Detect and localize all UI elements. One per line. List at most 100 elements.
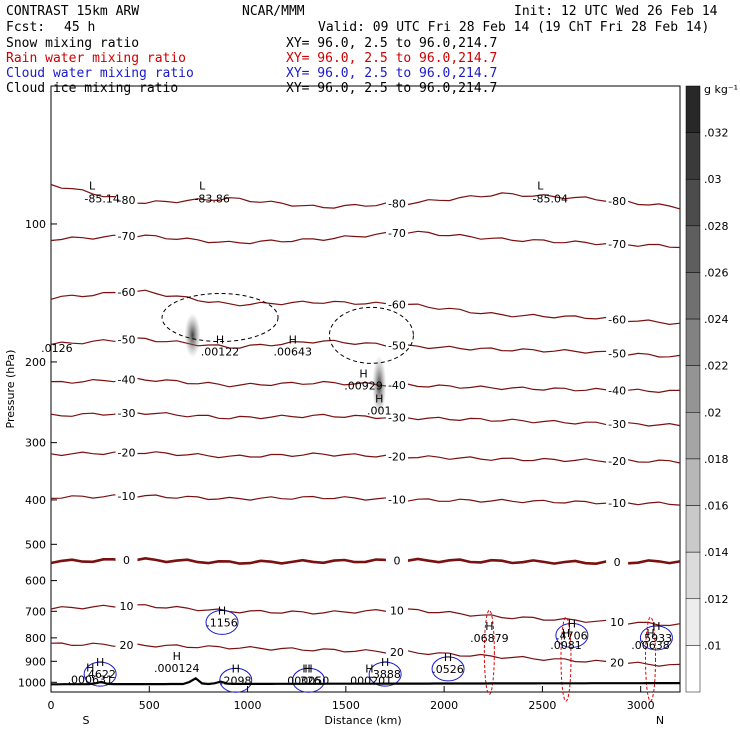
isotherm-label-bg — [606, 556, 629, 568]
isotherm-label-bg — [115, 446, 138, 458]
isotherm-label-bg — [385, 339, 408, 351]
rain-water-contour — [483, 609, 495, 695]
colorbar-label: .01 — [704, 639, 722, 652]
colorbar-label: .03 — [704, 173, 722, 186]
isotherm-label-bg — [606, 347, 629, 359]
cloud-water-contour — [431, 656, 465, 682]
x-tick-label: 2000 — [430, 699, 458, 712]
snow-max-label: .00122 — [201, 346, 240, 359]
isotherm-label-bg — [385, 378, 408, 390]
x-tick-label: 2500 — [528, 699, 556, 712]
isotherm-label-bg — [115, 333, 138, 345]
snow-max-label: .00929 — [344, 379, 383, 392]
cloud-water-contour — [219, 667, 253, 693]
cloudwater-max-label: .3888 — [369, 668, 401, 681]
isotherm-label: -30 — [117, 407, 135, 420]
isotherm-label-bg — [115, 599, 138, 611]
field-xy: XY= 96.0, 2.5 to 96.0,214.7 — [286, 51, 497, 66]
cloud-water-contour — [205, 609, 239, 635]
isotherm-label: -10 — [608, 497, 626, 510]
isotherm-label-bg — [606, 454, 629, 466]
snow-max-label-h: H — [375, 392, 383, 405]
field-legend: Snow mixing ratio XY= 96.0, 2.5 to 96.0,2… — [6, 36, 497, 96]
isotherm-label-bg — [606, 496, 629, 508]
extreme-label: -85.14 — [84, 193, 119, 206]
min-l-marker: L — [199, 180, 206, 193]
rain-max-label: .0081 — [550, 639, 582, 652]
y-axis-label: Pressure (hPa) — [4, 350, 17, 429]
snow-max-label-h: H — [289, 334, 297, 347]
isotherm-label-bg — [115, 407, 138, 419]
fcst-value: 45 h — [64, 20, 95, 35]
isotherm-label-bg — [385, 554, 408, 566]
colorbar-label: .024 — [704, 313, 729, 326]
cloud-water-contour — [555, 622, 589, 648]
y-tick-label: 400 — [25, 494, 46, 507]
isotherm-label-bg — [606, 195, 629, 207]
isotherm-label: -80 — [117, 194, 135, 207]
isotherm-line — [50, 230, 681, 249]
isotherm-label: -50 — [388, 340, 406, 353]
cloudwater-max-label: .0526 — [432, 663, 464, 676]
y-tick-label: 900 — [25, 655, 46, 668]
isotherm-line — [50, 411, 681, 427]
isotherm-line — [50, 494, 681, 506]
terrain-line — [51, 676, 680, 686]
rain-max-label: .000201 — [347, 674, 393, 687]
isotherm-label-bg — [385, 604, 408, 616]
isotherm-label: -10 — [388, 494, 406, 507]
cloudwater-max-label: .4622 — [84, 668, 116, 681]
colorbar-swatch — [685, 598, 701, 646]
colorbar-unit: g kg⁻¹ — [704, 83, 738, 96]
isotherm-label: 10 — [610, 616, 624, 629]
isotherm-label: -20 — [608, 455, 626, 468]
max-label-layer: H.00122H.00643H.00929H.001H.000631H.0001… — [41, 180, 672, 688]
isotherm-label-bg — [115, 490, 138, 502]
x-tick-label: 1000 — [234, 699, 262, 712]
colorbar-swatch — [685, 365, 701, 413]
y-tick-label: 300 — [25, 437, 46, 450]
isotherm-line — [50, 337, 681, 358]
cloudwater-max-label-h: H — [218, 604, 226, 617]
isotherm-line — [50, 556, 681, 566]
colorbar-swatch — [685, 412, 701, 460]
isotherm-label: -10 — [117, 490, 135, 503]
rain-max-label: .000050 — [284, 674, 330, 687]
isotherm-label: 0 — [614, 556, 621, 569]
isotherm-label-bg — [385, 411, 408, 423]
isotherm-label: -40 — [117, 374, 135, 387]
rain-max-label-h: H — [485, 620, 493, 633]
y-tick-label: 500 — [25, 538, 46, 551]
colorbar-label: .022 — [704, 360, 729, 373]
isotherm-label: 20 — [610, 657, 624, 670]
field-name: Cloud ice mixing ratio — [6, 81, 178, 96]
field-xy: XY= 96.0, 2.5 to 96.0,214.7 — [286, 36, 497, 51]
isotherm-line — [50, 377, 680, 394]
colorbar-swatch — [685, 551, 701, 600]
isotherm-label-bg — [385, 645, 408, 657]
isotherm-label: -70 — [608, 238, 626, 251]
colorbar-swatch — [685, 132, 701, 180]
x-tick-label: 0 — [48, 699, 55, 712]
isotherm-label: 0 — [393, 555, 400, 568]
isotherm-label: -20 — [117, 447, 135, 460]
min-l-marker: L — [537, 180, 544, 193]
cloud-ice-contour — [328, 306, 414, 364]
x-axis-label: Distance (km) — [324, 714, 401, 727]
y-tick-label: 600 — [25, 575, 46, 588]
rain-water-contour — [560, 616, 572, 702]
isotherm-line — [50, 450, 681, 464]
colorbar-swatch — [685, 178, 701, 227]
field-xy: XY= 96.0, 2.5 to 96.0,214.7 — [286, 81, 497, 96]
isotherm-label: -60 — [388, 298, 406, 311]
cloudwater-max-label: .5933 — [641, 632, 673, 645]
x-axis: 0 500 1000 1500 2000 2500 3000 — [48, 686, 655, 712]
y-tick-label: 700 — [25, 605, 46, 618]
isotherm-label: -40 — [388, 379, 406, 392]
colorbar-swatch — [685, 645, 701, 693]
cloudwater-max-label: .2098 — [220, 674, 252, 687]
rain-max-label: .06879 — [470, 632, 509, 645]
x-tick-label: 1500 — [332, 699, 360, 712]
cloudwater-max-label-h: H — [652, 620, 660, 633]
